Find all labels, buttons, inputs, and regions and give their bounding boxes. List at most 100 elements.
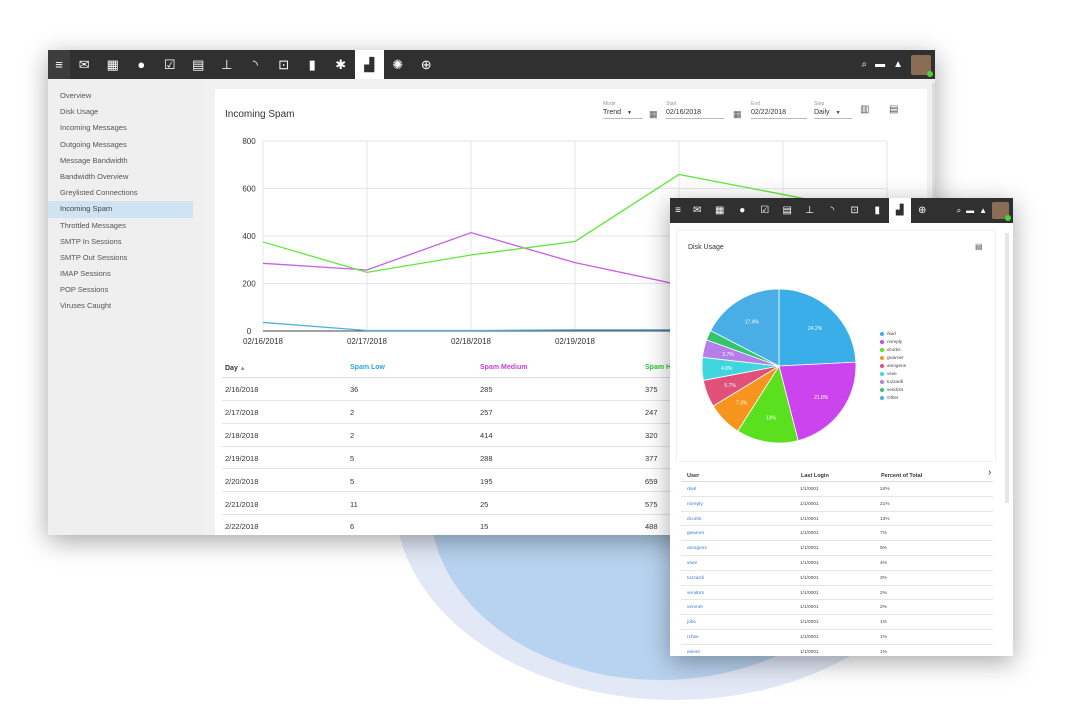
pie-slice-other[interactable]: [710, 288, 780, 367]
user-link[interactable]: vendors: [687, 590, 705, 596]
table-row[interactable]: 2/18/2018 2 414 320: [222, 424, 682, 447]
inbox-icon[interactable]: ⊡: [278, 56, 290, 72]
sidebar-item-viruses-caught[interactable]: Viruses Caught: [60, 301, 112, 311]
user-link[interactable]: amogens: [687, 546, 707, 552]
user-link[interactable]: noreply: [687, 501, 703, 507]
user-icon[interactable]: ●: [137, 57, 146, 72]
sidebar-item-greylisted-connections[interactable]: Greylisted Connections: [60, 188, 138, 198]
scrollbar[interactable]: [1005, 233, 1009, 503]
table-row[interactable]: vendors 1/1/0001 2%: [681, 586, 993, 601]
add-circle-icon[interactable]: ⊕: [918, 205, 927, 216]
network-icon[interactable]: ⊥: [805, 205, 815, 216]
mode-select[interactable]: Mode Trend ▼: [603, 101, 643, 119]
start-date-field[interactable]: Start 02/16/2018: [666, 101, 724, 119]
col-header[interactable]: Spam Low: [350, 364, 386, 371]
table-row[interactable]: 2/21/2018 11 25 575: [222, 493, 682, 516]
table-row[interactable]: vsee 1/1/0001 4%: [681, 556, 993, 571]
statistics-icon[interactable]: ▟: [355, 50, 384, 79]
table-row[interactable]: jobs 1/1/0001 1%: [681, 615, 993, 630]
mail-icon[interactable]: ✉: [693, 205, 702, 216]
end-date-field[interactable]: End 02/22/2018: [751, 101, 807, 119]
pie-slice-dcurtis[interactable]: [737, 365, 799, 444]
user-link[interactable]: dcurtis: [687, 516, 702, 522]
avatar[interactable]: [992, 202, 1011, 221]
table-row[interactable]: 2/22/2018 6 15 488: [222, 515, 682, 535]
table-row[interactable]: 2/20/2018 5 195 659: [222, 470, 682, 493]
sidebar-item-incoming-spam[interactable]: Incoming Spam: [48, 201, 193, 218]
calendar-icon[interactable]: ▦: [106, 56, 119, 72]
table-row[interactable]: 2/17/2018 2 257 247: [222, 401, 682, 424]
table-row[interactable]: tuzzardi 1/1/0001 3%: [681, 571, 993, 586]
user-link[interactable]: ewont: [687, 649, 700, 655]
table-row[interactable]: rkarl 1/1/0001 24%: [681, 482, 993, 497]
user-link[interactable]: jobs: [687, 620, 696, 626]
end-calendar-icon[interactable]: ▦: [733, 109, 742, 119]
table-row[interactable]: rchse 1/1/0001 1%: [681, 630, 993, 645]
col-header[interactable]: Spam Medium: [480, 364, 528, 371]
table-row[interactable]: 2/19/2018 5 288 377: [222, 447, 682, 470]
checkbox-icon[interactable]: ☑: [760, 205, 770, 216]
table-row[interactable]: 2/16/2018 36 285 375: [222, 378, 682, 401]
add-circle-icon[interactable]: ⊕: [420, 56, 432, 72]
settings-icon[interactable]: ✱: [335, 56, 347, 72]
chevron-right-icon[interactable]: ›: [988, 467, 992, 478]
network-icon[interactable]: ⊥: [221, 56, 233, 72]
user-link[interactable]: tuzzardi: [687, 575, 704, 581]
table-row[interactable]: amogens 1/1/0001 5%: [681, 541, 993, 556]
user-link[interactable]: verxnet: [687, 605, 703, 611]
sidebar-item-incoming-messages[interactable]: Incoming Messages: [60, 123, 127, 133]
calendar-icon[interactable]: ▦: [715, 205, 725, 216]
table-row[interactable]: ewont 1/1/0001 1%: [681, 645, 993, 656]
rss-icon[interactable]: ◝: [830, 205, 835, 216]
step-select[interactable]: Step Daily ▼: [814, 101, 852, 119]
export-document-icon[interactable]: ▤: [975, 242, 983, 251]
chart-view-icon[interactable]: ▥: [860, 104, 870, 115]
sidebar-item-imap-sessions[interactable]: IMAP Sessions: [60, 269, 111, 279]
col-header-percent[interactable]: Percent of Total: [881, 473, 923, 479]
sidebar-item-outgoing-messages[interactable]: Outgoing Messages: [60, 139, 127, 149]
search-icon[interactable]: ⌕: [956, 205, 962, 215]
rss-icon[interactable]: ◝: [252, 56, 258, 72]
user-link[interactable]: rchse: [687, 635, 699, 640]
user-link[interactable]: vsee: [687, 561, 698, 566]
bell-icon[interactable]: ▲: [979, 206, 987, 215]
checkbox-icon[interactable]: ☑: [163, 56, 176, 72]
statistics-icon[interactable]: ▟: [888, 198, 911, 223]
search-icon[interactable]: ⌕: [861, 59, 868, 70]
notes-icon[interactable]: ▤: [782, 205, 792, 216]
table-row[interactable]: gwarner 1/1/0001 7%: [681, 526, 993, 542]
pie-slice-noreply[interactable]: [778, 361, 857, 442]
notes-icon[interactable]: ▤: [192, 56, 205, 72]
sidebar-item-disk-usage[interactable]: Disk Usage: [60, 107, 99, 117]
col-header-user[interactable]: User: [687, 473, 700, 479]
table-row[interactable]: dcurtis 1/1/0001 13%: [681, 512, 993, 527]
col-header-last-login[interactable]: Last Login: [801, 473, 829, 479]
admin-gear-icon[interactable]: ✺: [392, 56, 404, 72]
start-calendar-icon[interactable]: ▦: [649, 109, 658, 119]
menu-icon[interactable]: ≡: [670, 198, 686, 223]
menu-icon[interactable]: ≡: [48, 50, 70, 79]
sidebar-item-bandwidth-overview[interactable]: Bandwidth Overview: [60, 171, 129, 181]
export-document-icon[interactable]: ▤: [889, 104, 899, 115]
sort-up-icon[interactable]: ▴: [240, 365, 245, 372]
sidebar-item-smtp-in-sessions[interactable]: SMTP In Sessions: [60, 236, 122, 246]
table-row[interactable]: noreply 1/1/0001 21%: [681, 497, 993, 512]
user-icon[interactable]: ●: [739, 205, 746, 216]
sidebar-item-message-bandwidth[interactable]: Message Bandwidth: [60, 155, 128, 165]
pie-slice-rkarl[interactable]: [778, 288, 857, 367]
avatar[interactable]: [911, 54, 933, 77]
user-link[interactable]: gwarner: [687, 531, 705, 537]
bell-icon[interactable]: ▲: [893, 59, 903, 70]
col-header[interactable]: Spam H: [645, 364, 672, 371]
reports-icon[interactable]: ▮: [874, 205, 880, 216]
mail-icon[interactable]: ✉: [78, 56, 90, 72]
table-row[interactable]: verxnet 1/1/0001 2%: [681, 600, 993, 616]
chat-icon[interactable]: ▬: [966, 206, 975, 215]
sidebar-item-pop-sessions[interactable]: POP Sessions: [60, 285, 109, 295]
sidebar-item-overview[interactable]: Overview: [60, 91, 92, 100]
sidebar-item-throttled-messages[interactable]: Throttled Messages: [60, 220, 126, 230]
inbox-icon[interactable]: ⊡: [850, 205, 859, 216]
chat-icon[interactable]: ▬: [875, 59, 886, 70]
col-header[interactable]: Day ▴: [225, 365, 245, 372]
sidebar-item-smtp-out-sessions[interactable]: SMTP Out Sessions: [60, 252, 128, 262]
